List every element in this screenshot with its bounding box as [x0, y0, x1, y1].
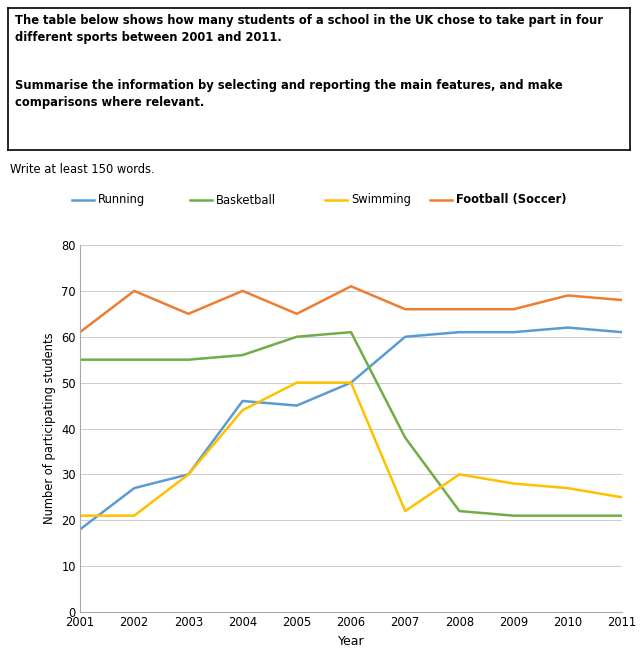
- X-axis label: Year: Year: [338, 635, 364, 648]
- Y-axis label: Number of participating students: Number of participating students: [43, 332, 56, 524]
- Text: The table below shows how many students of a school in the UK chose to take part: The table below shows how many students …: [15, 14, 604, 44]
- Text: Running: Running: [98, 194, 145, 206]
- Text: Basketball: Basketball: [216, 194, 276, 206]
- Text: Football (Soccer): Football (Soccer): [456, 194, 566, 206]
- Text: Swimming: Swimming: [351, 194, 411, 206]
- Text: Summarise the information by selecting and reporting the main features, and make: Summarise the information by selecting a…: [15, 79, 563, 109]
- Text: Write at least 150 words.: Write at least 150 words.: [10, 163, 154, 176]
